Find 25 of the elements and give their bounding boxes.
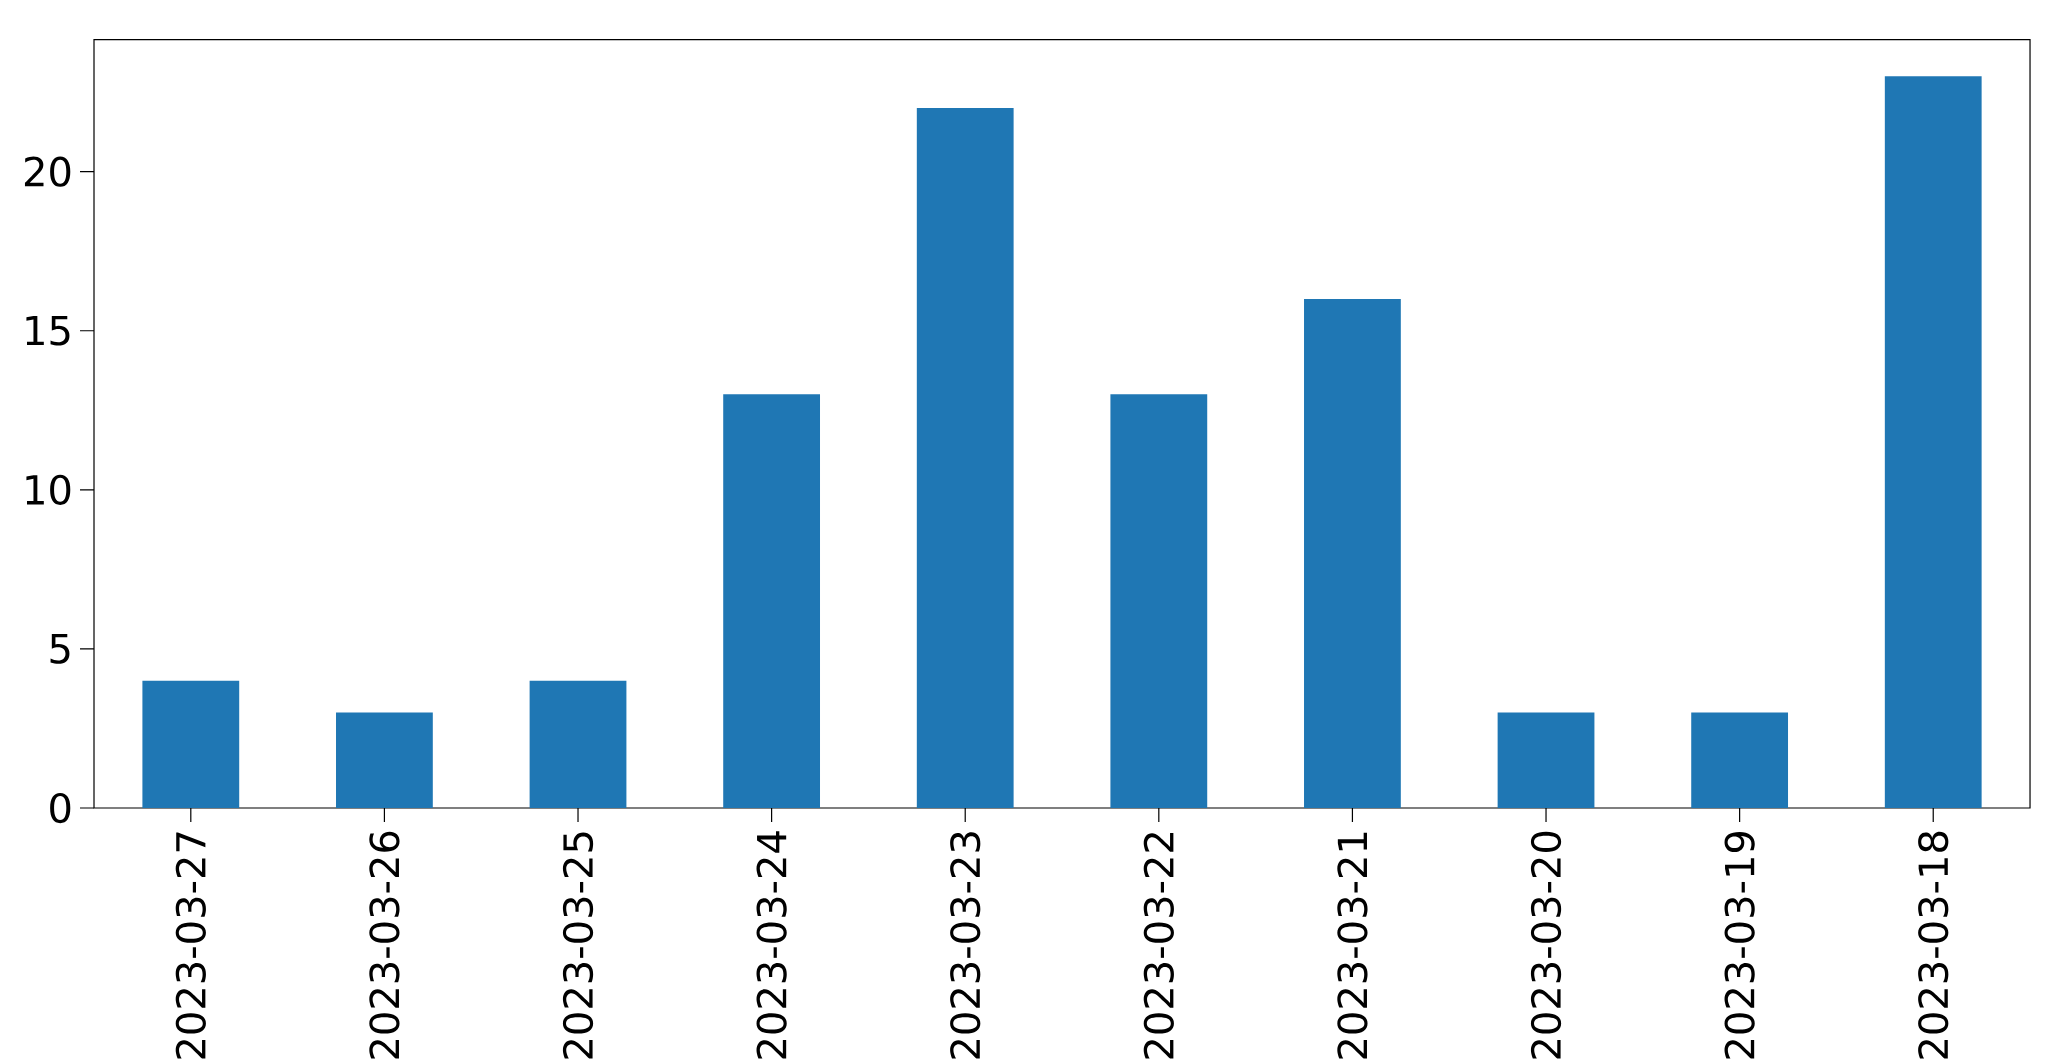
y-tick-label: 5 bbox=[50, 634, 70, 664]
bar bbox=[336, 712, 433, 808]
bar bbox=[1497, 712, 1595, 808]
bar bbox=[1691, 712, 1789, 808]
x-tick-label: 2023-03-26 bbox=[369, 831, 400, 1059]
y-tick-label: 20 bbox=[24, 156, 71, 187]
bar bbox=[723, 394, 821, 808]
y-tick-label: 10 bbox=[26, 474, 71, 505]
y-tick-label: 15 bbox=[26, 315, 70, 346]
x-tick-label: 2023-03-20 bbox=[1530, 831, 1562, 1059]
x-tick-label: 2023-03-24 bbox=[756, 831, 787, 1059]
x-tick-label: 2023-03-23 bbox=[950, 832, 981, 1059]
x-tick-label: 2023-03-22 bbox=[1143, 833, 1174, 1059]
x-tick-label: 2023-03-25 bbox=[562, 832, 594, 1059]
bar bbox=[142, 680, 240, 808]
y-tick-label: 0 bbox=[50, 792, 71, 824]
bar bbox=[529, 680, 627, 808]
bar bbox=[916, 108, 1014, 808]
bar bbox=[1884, 76, 1982, 808]
x-tick-label: 2023-03-19 bbox=[1724, 831, 1755, 1059]
x-tick-label: 2023-03-27 bbox=[175, 832, 206, 1059]
bar bbox=[1304, 298, 1401, 808]
bar bbox=[1110, 394, 1208, 808]
x-tick-label: 2023-03-21 bbox=[1337, 832, 1368, 1059]
x-tick-label: 2023-03-18 bbox=[1918, 831, 1949, 1059]
